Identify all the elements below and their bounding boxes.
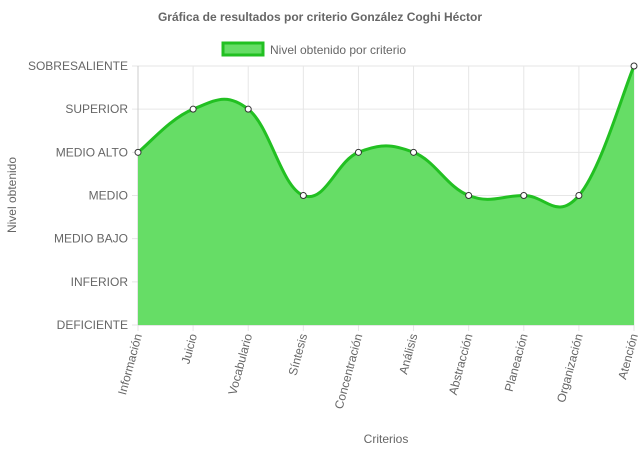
y-tick-label: SUPERIOR [65, 102, 128, 116]
series-line [137, 65, 636, 209]
x-tick-label: Información [115, 332, 145, 396]
data-point-5[interactable] [410, 148, 418, 156]
x-tick-label: Planeación [502, 332, 531, 393]
y-axis-ticks: DEFICIENTE INFERIOR MEDIO BAJO MEDIO MEDIO A… [28, 59, 128, 332]
y-axis-title: Nivel obtenido [5, 157, 19, 233]
series-area-fill [138, 66, 634, 325]
data-point-0[interactable] [134, 148, 142, 156]
data-point-1[interactable] [189, 105, 197, 113]
y-tick-label: INFERIOR [71, 275, 129, 289]
y-tick-label: MEDIO ALTO [56, 145, 128, 159]
x-tick-label: Análisis [396, 332, 420, 376]
y-tick-label: DEFICIENTE [57, 318, 128, 332]
data-point-7[interactable] [520, 192, 528, 199]
data-point-3[interactable] [299, 192, 307, 199]
legend-swatch[interactable] [221, 41, 265, 57]
x-tick-label: Vocabulario [225, 332, 255, 397]
data-point-2[interactable] [244, 105, 252, 113]
x-axis-title: Criterios [364, 432, 409, 446]
x-tick-label: Juicio [179, 332, 201, 366]
x-axis-ticks: Información Juicio Vocabulario Síntesis Conc… [115, 332, 639, 411]
x-tick-label: Atención [615, 332, 639, 381]
data-point-8[interactable] [575, 192, 583, 199]
x-tick-label: Síntesis [286, 332, 311, 377]
x-tick-label: Abstracción [446, 332, 476, 396]
series-area [137, 65, 636, 325]
y-tick-label: MEDIO [89, 189, 128, 203]
data-point-6[interactable] [465, 192, 473, 199]
x-tick-label: Organización [554, 332, 586, 404]
y-tick-label: SOBRESALIENTE [28, 59, 128, 73]
data-points [134, 62, 638, 199]
legend[interactable]: Nivel obtenido por criterio [221, 41, 406, 57]
x-tick-label: Concentración [332, 332, 366, 410]
y-tick-label: MEDIO BAJO [54, 232, 128, 246]
legend-label[interactable]: Nivel obtenido por criterio [270, 43, 406, 57]
chart-title: Gráfica de resultados por criterio Gonzá… [158, 10, 482, 24]
data-point-4[interactable] [354, 148, 362, 156]
data-point-9[interactable] [630, 62, 638, 70]
